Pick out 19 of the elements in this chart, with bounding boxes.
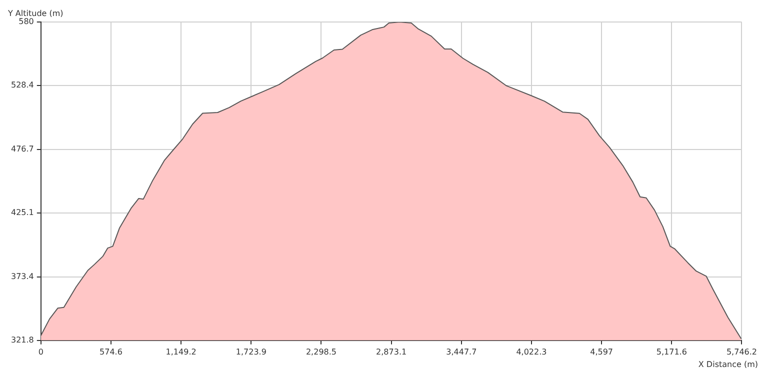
x-tick-label: 1,149.2 xyxy=(166,347,196,356)
y-tick-label: 321.8 xyxy=(10,335,34,344)
x-tick-label: 5,171.6 xyxy=(656,347,687,356)
y-tick-label: 425.1 xyxy=(10,208,34,218)
x-tick-label: 0 xyxy=(38,347,44,356)
x-tick-label: 1,723.9 xyxy=(236,347,266,356)
x-tick-label: 2,298.5 xyxy=(306,347,337,356)
y-tick-label: 528.4 xyxy=(10,80,34,90)
x-tick-label: 4,597 xyxy=(590,347,614,356)
y-tick-label: 476.7 xyxy=(10,144,34,154)
x-axis-title: X Distance (m) xyxy=(698,360,758,370)
y-axis-title: Y Altitude (m) xyxy=(7,9,64,18)
y-tick-label: 373.4 xyxy=(10,272,34,281)
x-tick-label: 4,022.3 xyxy=(516,347,547,356)
x-tick-label: 574.6 xyxy=(100,347,122,356)
x-tick-label: 2,873.1 xyxy=(376,347,407,356)
y-tick-label: 580 xyxy=(18,17,34,26)
x-tick-label: 3,447.7 xyxy=(446,347,477,356)
x-tick-label: 5,746.2 xyxy=(726,347,758,356)
